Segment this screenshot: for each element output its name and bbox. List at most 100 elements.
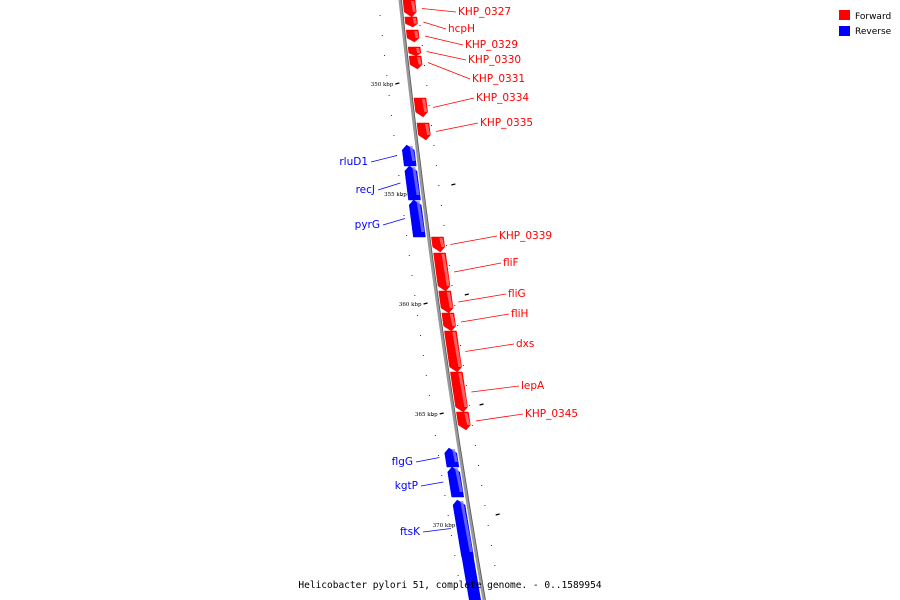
gene-leader-line — [377, 182, 401, 191]
gene-arrow-highlight — [460, 501, 473, 552]
major-tick-mark — [439, 412, 444, 415]
major-tick-label: 360 kbp — [399, 302, 422, 308]
gene-label-khp-0330[interactable]: KHP_0330 — [468, 54, 521, 66]
minor-tick-dot — [481, 485, 483, 486]
minor-tick-dot — [438, 455, 440, 456]
gene-label-khp-0334[interactable]: KHP_0334 — [476, 92, 529, 104]
gene-arrow-highlight — [411, 1, 416, 12]
gene-leader-line — [475, 413, 524, 422]
gene-leader-line — [424, 35, 464, 46]
minor-tick-dot — [474, 445, 476, 446]
gene-label-flgg[interactable]: flgG — [392, 456, 413, 468]
gene-arrow-highlight — [454, 468, 463, 492]
minor-tick-dot — [421, 45, 423, 46]
minor-tick-dot — [428, 105, 430, 106]
gene-label-khp-0331[interactable]: KHP_0331 — [472, 73, 525, 85]
minor-tick-dot — [379, 15, 381, 16]
minor-tick-dot — [447, 515, 449, 516]
gene-label-flif[interactable]: fliF — [503, 257, 519, 269]
gene-arrow-highlight — [464, 413, 471, 425]
minor-tick-dot — [434, 435, 436, 436]
gene-label-pyrg[interactable]: pyrG — [355, 219, 380, 231]
gene-arrow-highlight — [416, 48, 421, 53]
minor-tick-dot — [419, 25, 421, 26]
minor-tick-dot — [438, 185, 440, 186]
gene-arrow-highlight — [439, 238, 445, 247]
gene-label-rlud1[interactable]: rluD1 — [339, 156, 368, 168]
gene-label-khp-0327[interactable]: KHP_0327 — [458, 6, 511, 18]
gene-leader-line — [423, 21, 447, 30]
minor-tick-dot — [408, 255, 410, 256]
minor-tick-dot — [454, 305, 456, 306]
gene-label-dxs[interactable]: dxs — [516, 338, 534, 350]
legend-swatch-forward — [839, 10, 850, 20]
minor-tick-dot — [417, 315, 419, 316]
gene-arrow-highlight — [452, 332, 462, 367]
minor-tick-dot — [444, 495, 446, 496]
minor-tick-dot — [411, 275, 413, 276]
minor-tick-dot — [381, 35, 383, 36]
gene-arrow-partial — [461, 557, 481, 600]
minor-tick-dot — [459, 345, 461, 346]
major-tick-mark — [495, 513, 500, 516]
minor-tick-dot — [419, 335, 421, 336]
genome-backbone-shadow — [401, 0, 486, 600]
gene-label-khp-0335[interactable]: KHP_0335 — [480, 117, 533, 129]
gene-labels: KHP_0327 hcpH KHP_0329 KHP_0330 KHP_0331 KHP_… — [339, 6, 578, 538]
minor-tick-dot — [384, 55, 386, 56]
gene-arrow-dxs[interactable] — [444, 330, 462, 373]
minor-tick-dot — [426, 85, 428, 86]
minor-tick-dot — [428, 395, 430, 396]
gene-label-khp-0339[interactable]: KHP_0339 — [499, 230, 552, 242]
gene-arrow-highlight — [421, 99, 428, 112]
gene-label-hcph[interactable]: hcpH — [448, 23, 475, 35]
gene-leader-line — [370, 155, 398, 163]
gene-label-khp-0345[interactable]: KHP_0345 — [525, 408, 578, 420]
minor-tick-dot — [494, 565, 496, 566]
minor-tick-dot — [454, 555, 456, 556]
gene-leader-line — [421, 8, 457, 13]
gene-arrow-highlight — [416, 201, 425, 232]
major-tick-label: 350 kbp — [371, 82, 394, 88]
gene-arrow-highlight — [412, 167, 420, 195]
gene-label-kgtp[interactable]: kgtP — [395, 480, 418, 492]
major-tick-label: 355 kbp — [384, 192, 407, 198]
minor-tick-dot — [441, 475, 443, 476]
major-tick-mark — [451, 183, 456, 186]
minor-tick-dot — [403, 215, 405, 216]
minor-tick-dot — [465, 385, 467, 386]
gene-label-recj[interactable]: recJ — [356, 184, 375, 196]
gene-arrow-highlight — [449, 314, 456, 326]
major-tick-label: 365 kbp — [415, 412, 438, 418]
major-tick-label: 370 kbp — [433, 523, 456, 529]
gene-arrow-highlight — [414, 31, 419, 38]
gene-arrow-highlight — [441, 254, 450, 286]
legend-label-forward: Forward — [855, 12, 891, 22]
minor-tick-dot — [490, 545, 492, 546]
genome-backbone — [398, 0, 486, 600]
gene-label-khp-0329[interactable]: KHP_0329 — [465, 39, 518, 51]
minor-tick-dot — [440, 205, 442, 206]
minor-tick-dot — [497, 585, 499, 586]
gene-arrow-highlight — [424, 124, 431, 135]
minor-tick-dot — [425, 375, 427, 376]
minor-tick-dot — [484, 505, 486, 506]
gene-label-lepa[interactable]: lepA — [521, 380, 545, 392]
minor-tick-dot — [431, 415, 433, 416]
gene-arrow-lepa[interactable] — [450, 371, 468, 413]
gene-leader-line — [420, 481, 444, 487]
gene-label-flig[interactable]: fliG — [508, 288, 526, 300]
minor-tick-dot — [406, 235, 408, 236]
minor-tick-dot — [446, 245, 448, 246]
gene-leader-line — [435, 122, 479, 132]
minor-tick-dot — [457, 325, 459, 326]
minor-tick-dot — [450, 535, 452, 536]
major-tick-mark — [395, 82, 400, 85]
gene-label-flih[interactable]: fliH — [511, 308, 528, 320]
minor-tick-dot — [478, 465, 480, 466]
gene-label-ftsk[interactable]: ftsK — [400, 526, 421, 538]
gene-leader-line — [427, 62, 471, 80]
major-tick-mark — [464, 293, 469, 296]
gene-leader-line — [426, 51, 467, 61]
